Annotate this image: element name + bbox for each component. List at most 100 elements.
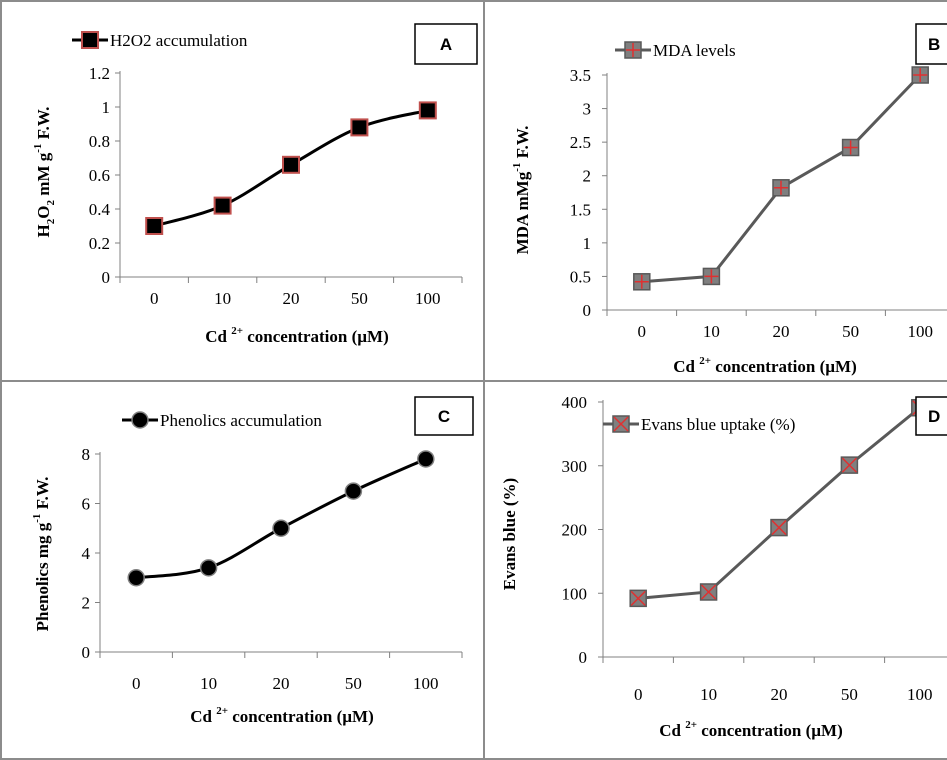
chart-a-y-tick-label: 0.6 [89,166,110,185]
chart-b-data-point-cross [634,274,649,289]
chart-a-data-point [213,196,232,215]
chart-c-series-line [135,457,427,580]
chart-b-x-tick-label: 20 [773,322,790,341]
chart-panel-a: 0 0.2 0.4 0.6 0.8 1 1.2 0 10 20 50 100 Cd 2+ concent… [0,0,485,382]
chart-c-x-axis-title: Cd 2+ concentration (µM) [190,705,374,726]
chart-d-x-tick-label: 0 [634,685,643,704]
chart-b-y-tick-label: 1.5 [570,200,591,219]
chart-c-x-tick-label: 100 [413,674,439,693]
chart-a-data-point [350,118,369,137]
chart-b-data-point-cross [843,140,858,155]
chart-c-y-tick-label: 2 [82,594,91,613]
chart-d-svg: 0 100 200 300 400 0 10 20 50 100 Cd 2+ concentrati… [500,393,947,740]
chart-b-legend-marker-cross [626,43,640,57]
chart-a-panel-badge [414,23,478,65]
chart-b-data-point-cross [913,68,928,82]
chart-a-y-tick-label: 1 [102,98,111,117]
chart-d-x-tick-label: 100 [907,685,933,704]
chart-a-x-tick-label: 100 [415,289,441,308]
chart-a-x-tick-label: 10 [214,289,231,308]
chart-a-legend-marker [81,31,99,49]
chart-a-y-axis-title: H2O2 mM g-1 F.W. [32,107,57,238]
chart-a-x-tick-label: 20 [283,289,300,308]
chart-a-data-point [282,155,300,174]
chart-b-data-point-cross [704,269,719,284]
chart-b-y-tick-label: 0 [583,301,592,320]
chart-a-y-tick-label: 0 [102,268,111,287]
chart-b-x-tick-label: 50 [842,322,859,341]
chart-c-y-tick-label: 8 [82,445,91,464]
chart-d-data-point-cross [841,457,857,473]
chart-a-panel-letter: A [440,35,452,54]
chart-d-y-tick-label: 200 [562,521,588,540]
chart-a-y-tick-label: 0.8 [89,132,110,151]
chart-b-x-tick-label: 10 [703,322,720,341]
chart-a-y-tick-label: 0.4 [89,200,111,219]
chart-b-x-axis-title: Cd 2+ concentration (µM) [673,355,857,376]
chart-a-y-tick-label: 0.2 [89,234,110,253]
chart-b-x-tick-label: 0 [638,322,647,341]
chart-c-y-tick-label: 6 [82,495,91,514]
chart-d-x-axis-title: Cd 2+ concentration (µM) [659,719,843,740]
chart-b-panel-letter: B [928,35,940,54]
chart-c-panel-letter: C [438,407,450,426]
chart-d-x-tick-label: 50 [841,685,858,704]
chart-d-series-line [638,406,921,600]
chart-c-legend: Phenolics accumulation [122,411,322,430]
chart-c-y-axis-title: Phenolics mg g-1 F.W. [31,477,52,632]
chart-a-y-tick-label: 1.2 [89,64,110,83]
chart-d-legend-label: Evans blue uptake (%) [641,415,795,434]
chart-d-y-tick-label: 300 [562,457,588,476]
chart-b-y-tick-label: 0.5 [570,267,591,286]
chart-d-y-axis-title: Evans blue (%) [500,478,519,590]
chart-panel-d: 0 100 200 300 400 0 10 20 50 100 Cd 2+ concentrati… [483,380,947,760]
chart-panel-c: 0 2 4 6 8 0 10 20 50 100 Cd 2+ concentration (µM) P… [0,380,485,760]
chart-c-y-tick-label: 4 [82,544,91,563]
chart-a-svg: 0 0.2 0.4 0.6 0.8 1 1.2 0 10 20 50 100 Cd 2+ concent… [32,23,478,346]
chart-b-y-tick-label: 2.5 [570,133,591,152]
chart-b-y-tick-label: 2 [583,167,592,186]
chart-b-data-point-cross [774,180,788,195]
chart-d-y-tick-label: 400 [562,393,588,412]
chart-b-svg: 0 0.5 1 1.5 2 2.5 3 3.5 0 10 20 50 100 Cd 2+ concentr… [511,23,947,376]
chart-d-data-point-cross [630,590,646,606]
chart-d-data-point-cross [771,520,787,536]
chart-d-legend: Evans blue uptake (%) [603,415,795,434]
chart-c-data-point [272,519,290,537]
chart-d-y-tick-label: 0 [579,648,588,667]
chart-b-panel-badge [915,23,947,65]
chart-d-panel-badge [915,396,947,436]
chart-b-y-tick-label: 3.5 [570,66,591,85]
chart-d-data-point-cross [701,584,717,600]
chart-c-x-tick-label: 0 [132,674,141,693]
chart-c-data-point [127,569,145,587]
chart-c-panel-badge [414,396,474,436]
chart-c-legend-marker [131,411,149,429]
chart-d-x-tick-label: 20 [771,685,788,704]
chart-c-x-tick-label: 50 [345,674,362,693]
chart-a-data-point [145,217,164,235]
chart-d-y-tick-label: 100 [562,584,588,603]
chart-b-y-tick-label: 3 [583,100,592,119]
chart-d-panel-letter: D [928,407,940,426]
chart-a-x-tick-label: 0 [150,289,159,308]
chart-a-legend-label: H2O2 accumulation [110,31,248,50]
chart-c-svg: 0 2 4 6 8 0 10 20 50 100 Cd 2+ concentration (µM) P… [31,396,474,726]
chart-c-x-tick-label: 20 [273,674,290,693]
chart-d-x-tick-label: 10 [700,685,717,704]
chart-b-y-axis-title: MDA mMg-1 F.W. [511,126,532,255]
chart-a-x-axis-title: Cd 2+ concentration (µM) [205,325,389,346]
chart-c-x-tick-label: 10 [200,674,217,693]
chart-b-legend: MDA levels [615,41,736,60]
chart-c-y-tick-label: 0 [82,643,91,662]
chart-a-data-point [418,101,437,120]
chart-a-legend: H2O2 accumulation [72,31,248,50]
chart-b-series-line [641,73,922,284]
chart-b-x-tick-label: 100 [907,322,933,341]
chart-panel-b: 0 0.5 1 1.5 2 2.5 3 3.5 0 10 20 50 100 Cd 2+ concentr… [483,0,947,382]
chart-c-data-point [199,559,218,577]
chart-b-legend-label: MDA levels [653,41,736,60]
chart-c-legend-label: Phenolics accumulation [160,411,322,430]
chart-a-x-tick-label: 50 [351,289,368,308]
chart-b-y-tick-label: 1 [583,234,592,253]
